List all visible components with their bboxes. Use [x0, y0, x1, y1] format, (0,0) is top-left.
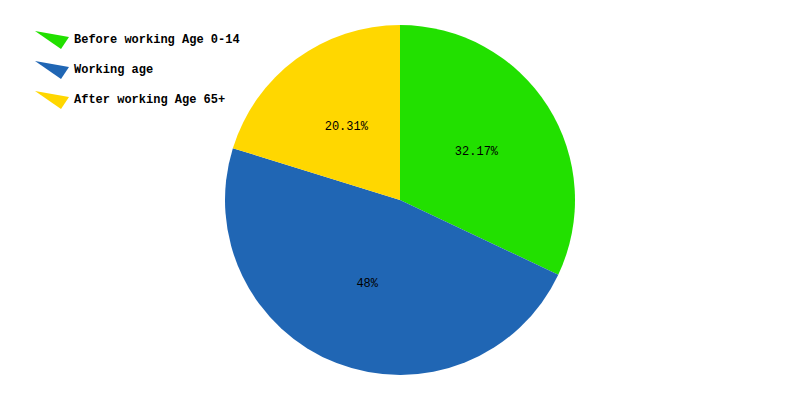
svg-text:Working age: Working age	[74, 63, 153, 77]
svg-text:After working Age 65+: After working Age 65+	[74, 93, 225, 107]
svg-text:48%: 48%	[356, 277, 378, 291]
svg-text:Before working Age 0-14: Before working Age 0-14	[74, 33, 240, 47]
svg-text:20.31%: 20.31%	[325, 120, 369, 134]
svg-text:32.17%: 32.17%	[455, 145, 499, 159]
